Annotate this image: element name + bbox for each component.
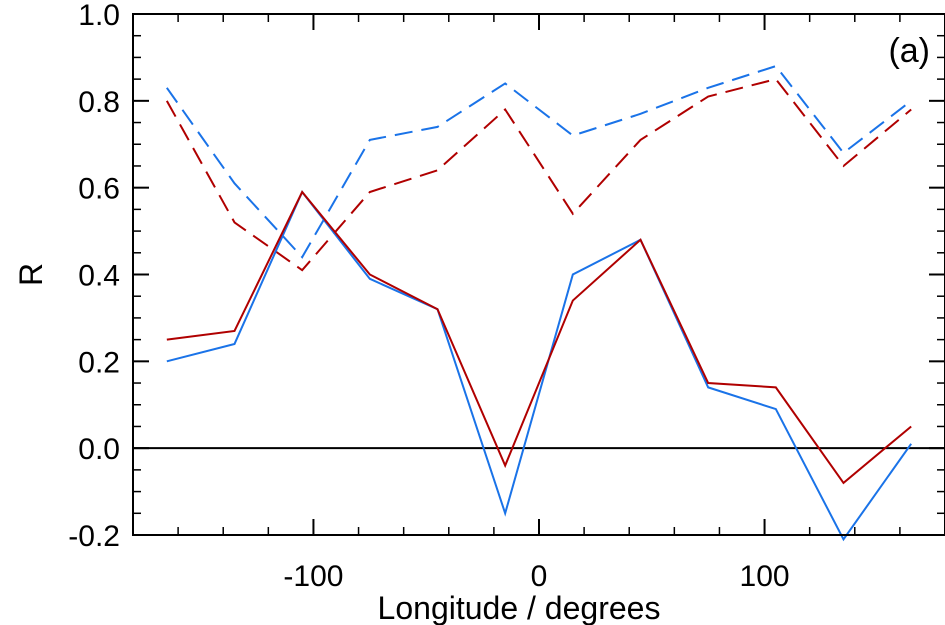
series-line-1-dashed xyxy=(166,64,912,259)
panel-label: (a) xyxy=(888,32,930,70)
y-tick-label: 0.4 xyxy=(78,260,120,293)
series-line-4-solid xyxy=(166,190,912,485)
plot-frame xyxy=(132,13,945,536)
x-tick-label: 100 xyxy=(740,560,790,593)
y-tick-label: 0.2 xyxy=(78,346,120,379)
x-axis-title: Longitude / degrees xyxy=(378,590,661,625)
x-tick-label: -100 xyxy=(283,560,343,593)
y-tick-label: 1.0 xyxy=(78,0,120,32)
x-tick-label: 0 xyxy=(531,560,548,593)
y-tick-label: 0.6 xyxy=(78,173,120,206)
y-axis-title: R xyxy=(13,263,49,286)
y-tick-label: -0.2 xyxy=(68,520,120,553)
y-tick-label: 0.8 xyxy=(78,86,120,119)
series-line-3-solid xyxy=(166,190,912,542)
y-tick-label: 0.0 xyxy=(78,433,120,466)
series-line-2-dashed xyxy=(165,77,912,272)
